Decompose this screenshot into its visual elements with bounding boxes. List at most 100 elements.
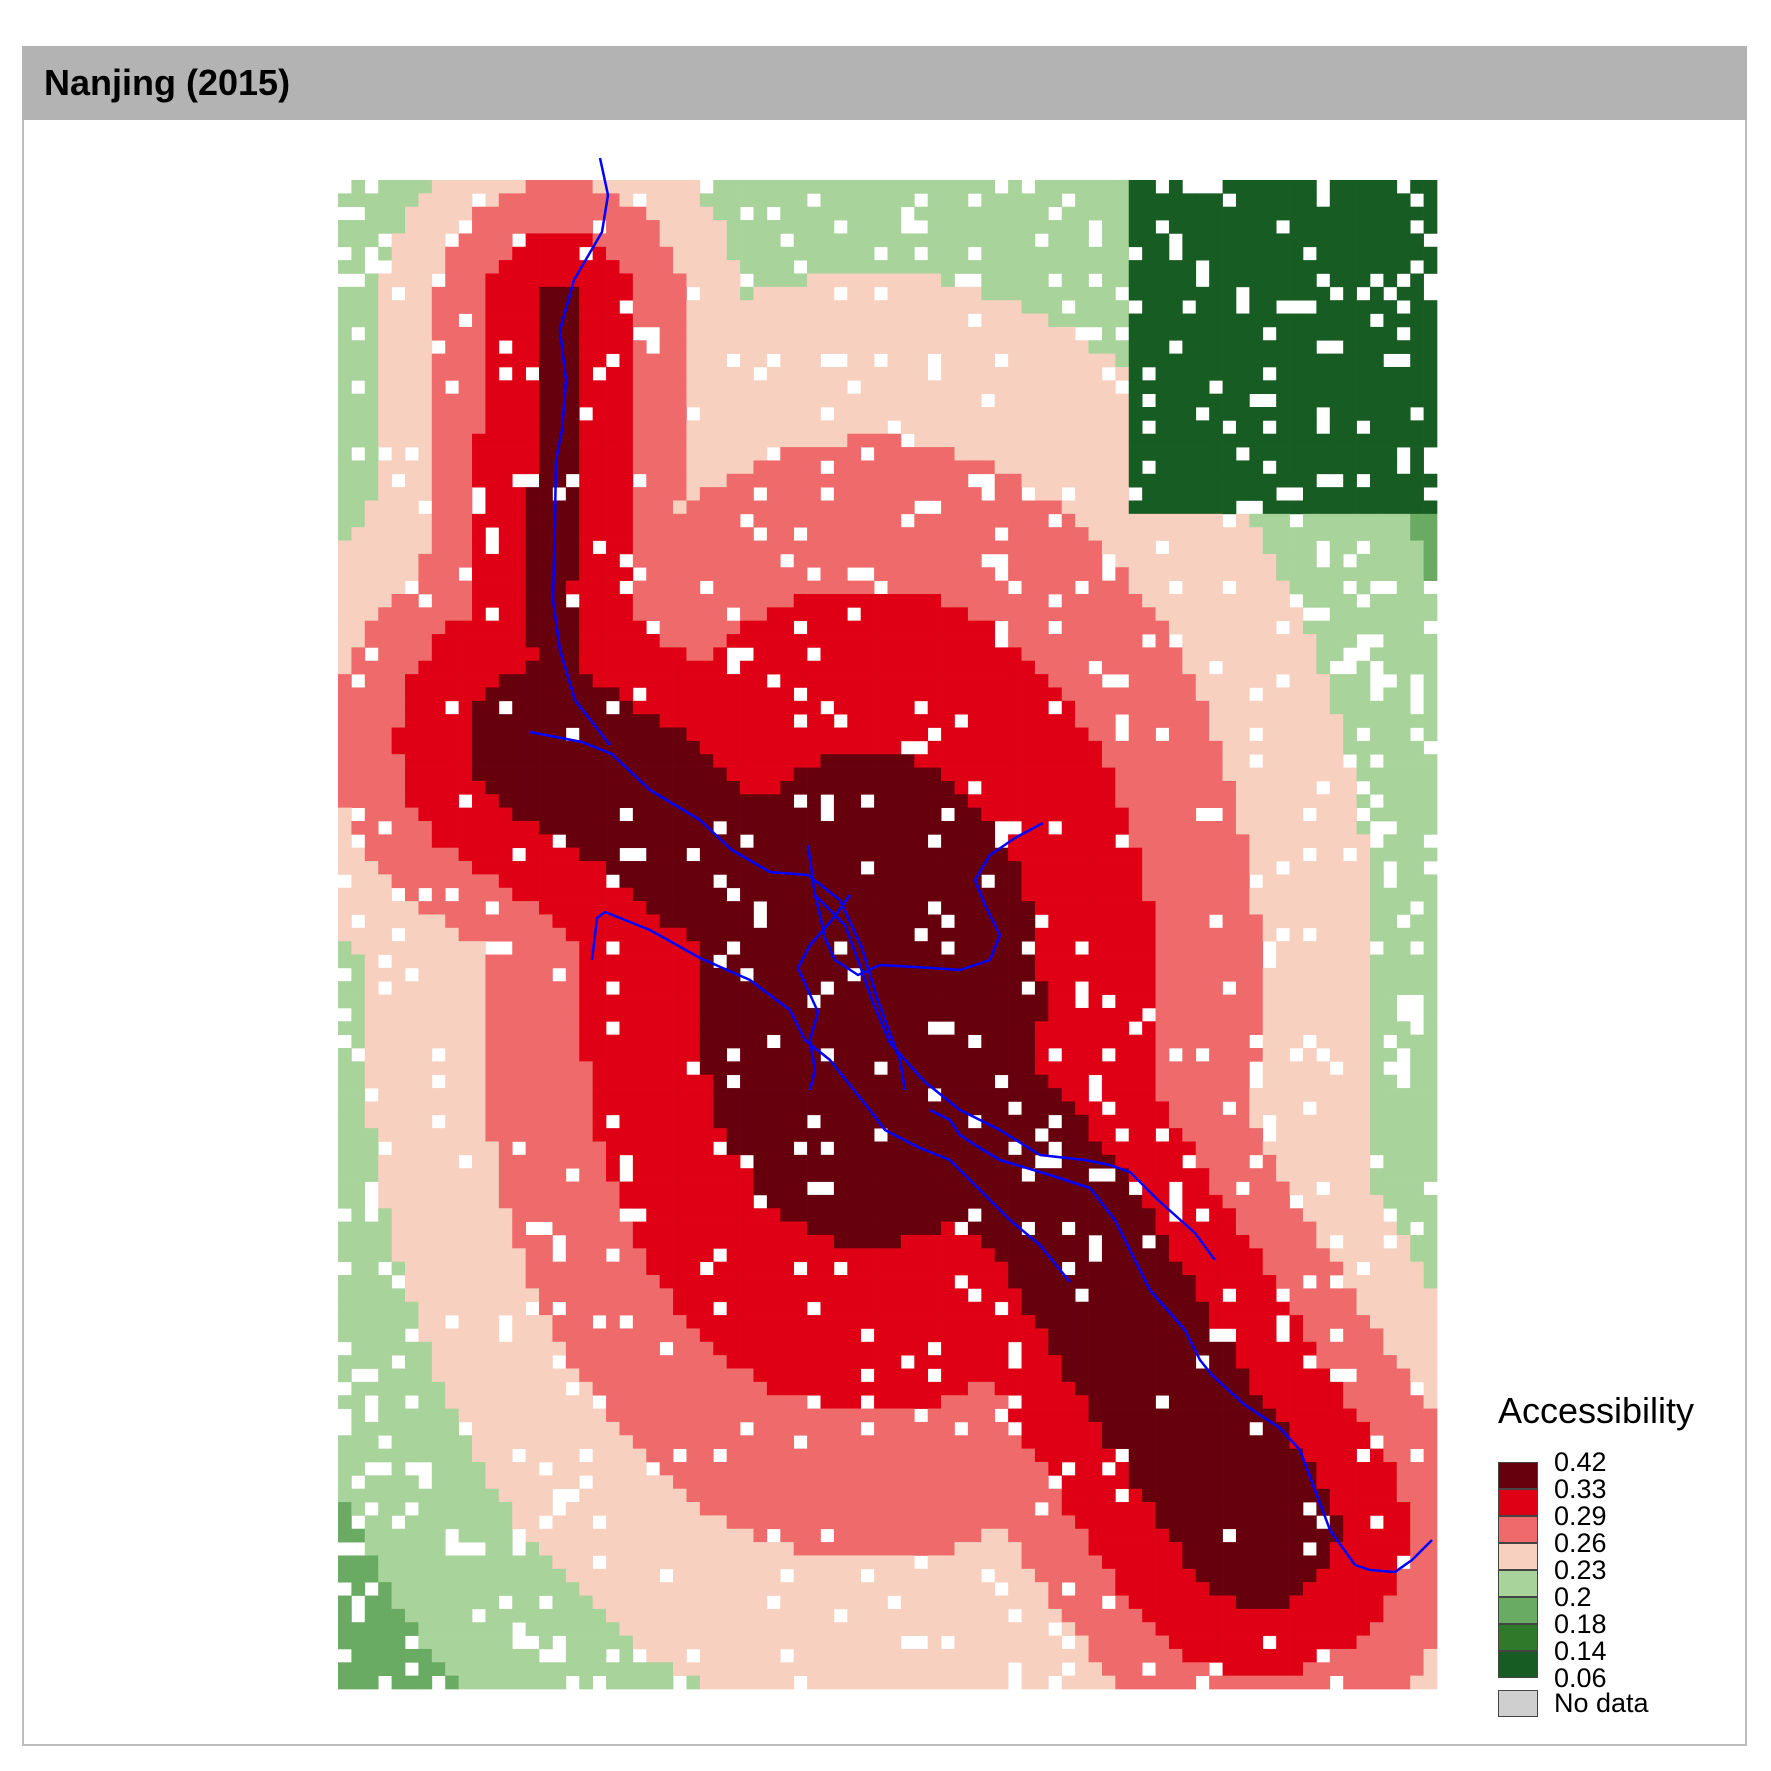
grid-cell (431, 714, 446, 728)
grid-cell (405, 286, 419, 301)
grid-cell (793, 246, 808, 261)
grid-cell (405, 981, 419, 995)
grid-cell (673, 901, 687, 915)
grid-cell (1142, 754, 1156, 768)
grid-cell (673, 620, 687, 635)
grid-cell (579, 1048, 593, 1062)
grid-cell (1356, 340, 1371, 354)
grid-cell (472, 660, 486, 675)
grid-cell (1182, 593, 1197, 608)
grid-cell (1128, 340, 1143, 354)
grid-cell (1088, 286, 1103, 301)
grid-cell (753, 313, 768, 328)
grid-cell (1209, 313, 1223, 328)
grid-cell (498, 447, 513, 461)
grid-cell (458, 340, 473, 354)
grid-cell (646, 540, 661, 555)
grid-cell (673, 553, 687, 568)
grid-cell (1021, 353, 1036, 368)
grid-cell (1302, 180, 1317, 194)
grid-cell (1155, 567, 1170, 581)
grid-cell (1209, 487, 1223, 501)
grid-cell (1048, 927, 1063, 942)
grid-cell (1396, 313, 1411, 328)
grid-cell (793, 807, 808, 822)
grid-cell (525, 313, 540, 328)
grid-cell (927, 313, 942, 328)
grid-cell (941, 567, 955, 581)
grid-cell (1249, 847, 1264, 862)
grid-cell (512, 967, 526, 982)
grid-cell (887, 687, 902, 702)
grid-cell (1235, 887, 1250, 902)
grid-cell (592, 580, 607, 595)
grid-cell (1168, 794, 1183, 808)
grid-cell (485, 794, 500, 808)
grid-cell (472, 780, 486, 795)
grid-cell (525, 767, 540, 782)
grid-cell (1276, 740, 1290, 755)
grid-cell (1289, 834, 1304, 849)
grid-cell (1155, 914, 1170, 929)
grid-cell (1289, 233, 1304, 248)
grid-cell (981, 420, 996, 435)
grid-cell (592, 193, 607, 208)
grid-cell (351, 233, 366, 248)
grid-cell (351, 901, 366, 915)
grid-cell (1021, 887, 1036, 902)
grid-cell (793, 420, 808, 435)
grid-cell (1115, 273, 1130, 288)
grid-cell (1289, 767, 1304, 782)
grid-cell (1369, 193, 1384, 208)
grid-cell (1316, 220, 1331, 234)
grid-cell (847, 807, 862, 822)
grid-cell (1276, 700, 1290, 715)
grid-cell (458, 513, 473, 528)
grid-cell (753, 834, 768, 849)
grid-cell (793, 754, 808, 768)
grid-cell (1101, 246, 1116, 261)
grid-cell (994, 954, 1009, 969)
grid-cell (1316, 580, 1331, 595)
grid-cell (1276, 273, 1290, 288)
grid-cell (1195, 780, 1210, 795)
grid-cell (565, 1007, 580, 1022)
grid-cell (713, 660, 728, 675)
grid-cell (820, 433, 835, 448)
grid-cell (1383, 407, 1398, 421)
grid-cell (1048, 874, 1063, 889)
grid-cell (485, 700, 500, 715)
grid-cell (1195, 500, 1210, 515)
grid-cell (1302, 740, 1317, 755)
grid-cell (1410, 553, 1424, 568)
grid-cell (1343, 326, 1357, 341)
grid-cell (1235, 313, 1250, 328)
grid-cell (1289, 874, 1304, 889)
grid-cell (981, 180, 996, 194)
grid-cell (713, 273, 728, 288)
grid-cell (1034, 834, 1049, 849)
grid-cell (847, 901, 862, 915)
grid-cell (1075, 500, 1089, 515)
grid-cell (592, 687, 607, 702)
grid-cell (445, 540, 459, 555)
grid-cell (740, 634, 754, 648)
grid-cell (766, 193, 781, 208)
grid-cell (1262, 660, 1277, 675)
grid-cell (860, 407, 875, 421)
grid-cell (338, 914, 352, 929)
grid-cell (954, 1007, 969, 1022)
grid-cell (981, 687, 996, 702)
grid-cell (740, 1034, 754, 1049)
grid-cell (1249, 273, 1264, 288)
grid-cell (525, 927, 540, 942)
grid-cell (659, 193, 674, 208)
grid-cell (405, 527, 419, 541)
grid-cell (1289, 407, 1304, 421)
grid-cell (766, 820, 781, 835)
grid-cell (994, 1034, 1009, 1049)
grid-cell (1088, 433, 1103, 448)
grid-cell (458, 914, 473, 929)
grid-cell (1276, 553, 1290, 568)
grid-cell (485, 807, 500, 822)
